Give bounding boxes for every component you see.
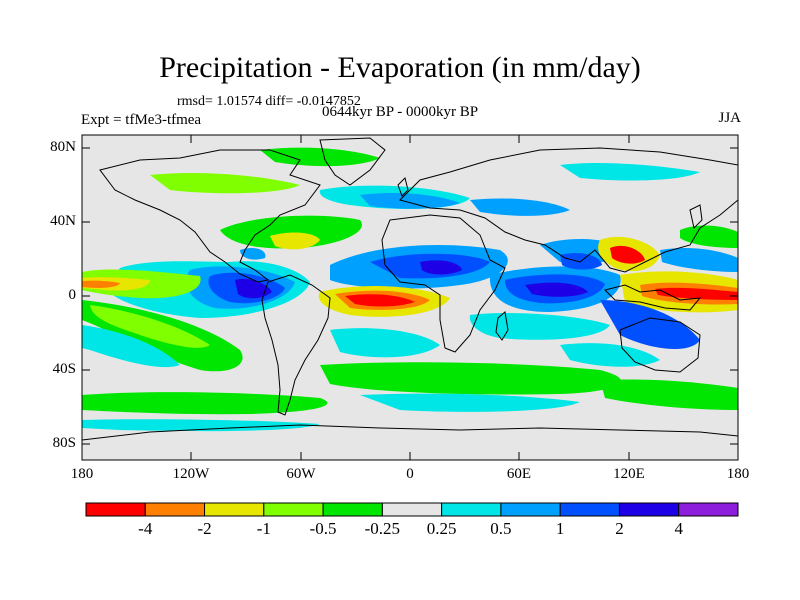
colorbar-label: 1 xyxy=(555,519,565,538)
colorbar-label: -1 xyxy=(256,519,271,538)
colorbar-label: -4 xyxy=(138,519,153,538)
lon-tick-label: 120W xyxy=(172,466,210,482)
colorbar-label: -0.25 xyxy=(364,519,401,538)
coastlines xyxy=(82,137,738,441)
colorbar-label: 2 xyxy=(615,519,624,538)
lon-tick-label: 60E xyxy=(506,466,532,482)
colorbar-box xyxy=(618,502,680,517)
plot-title: Precipitation - Evaporation (in mm/day) xyxy=(159,51,641,84)
coast-australia xyxy=(619,317,701,373)
lon-tick-label: 180 xyxy=(726,466,750,482)
colorbar-box xyxy=(85,502,146,517)
coast-japan xyxy=(689,204,703,229)
coast-eurasia xyxy=(399,147,738,273)
blob-arctic xyxy=(260,147,700,216)
blob-west-pacific xyxy=(600,225,738,350)
coast-north-america xyxy=(99,149,321,283)
colorbar-label: -2 xyxy=(197,519,212,538)
lat-tick-label: 40N xyxy=(50,213,76,229)
coast-antarctica xyxy=(82,424,738,441)
colorbar-label: 4 xyxy=(674,519,683,538)
blob-north-atlantic xyxy=(150,173,470,260)
coast-africa xyxy=(381,214,506,353)
coast-uk xyxy=(397,177,409,197)
precipitation-field xyxy=(82,135,738,460)
lat-tick-label: 80N xyxy=(50,139,76,155)
colorbar-box xyxy=(500,502,561,517)
blob-atlantic-africa xyxy=(318,245,508,358)
colorbar-label: 0.25 xyxy=(426,519,457,538)
colorbar-box xyxy=(559,502,620,517)
lon-tick-label: 120E xyxy=(613,466,645,482)
lon-tick-label: 60W xyxy=(286,466,316,482)
blob-pacific-dry xyxy=(82,269,243,372)
blob-southern-ocean xyxy=(320,343,738,412)
colorbar-box xyxy=(678,502,739,517)
colorbar-box xyxy=(322,502,383,517)
coast-south-america xyxy=(261,274,331,416)
coast-madagascar xyxy=(495,311,509,341)
lon-tick-label: 0 xyxy=(406,466,414,482)
coast-indonesia xyxy=(604,284,702,311)
map-ticks xyxy=(81,135,739,460)
colorbar-box xyxy=(381,502,443,517)
lon-tick-label: 180 xyxy=(70,466,94,482)
stats-line: rmsd= 1.01574 diff= -0.0147852 xyxy=(177,94,361,109)
colorbar-box xyxy=(204,502,265,517)
lat-tick-label: 0 xyxy=(68,287,77,303)
experiment-label: Expt = tfMe3-tfmea xyxy=(81,112,202,128)
colorbar-box xyxy=(144,502,206,517)
colorbar-label: -0.5 xyxy=(309,519,337,538)
blob-south-pacific xyxy=(82,325,328,432)
lat-tick-label: 80S xyxy=(52,435,76,451)
colorbar-box xyxy=(263,502,324,517)
blob-indian-ocean xyxy=(469,236,660,340)
colorbar-box xyxy=(441,502,502,517)
colorbar xyxy=(85,502,739,517)
period-label: 0644kyr BP - 0000kyr BP xyxy=(322,104,479,120)
season-label: JJA xyxy=(718,110,741,126)
lat-tick-label: 40S xyxy=(52,361,76,377)
colorbar-label: 0.5 xyxy=(490,519,512,538)
coast-greenland xyxy=(319,137,386,186)
